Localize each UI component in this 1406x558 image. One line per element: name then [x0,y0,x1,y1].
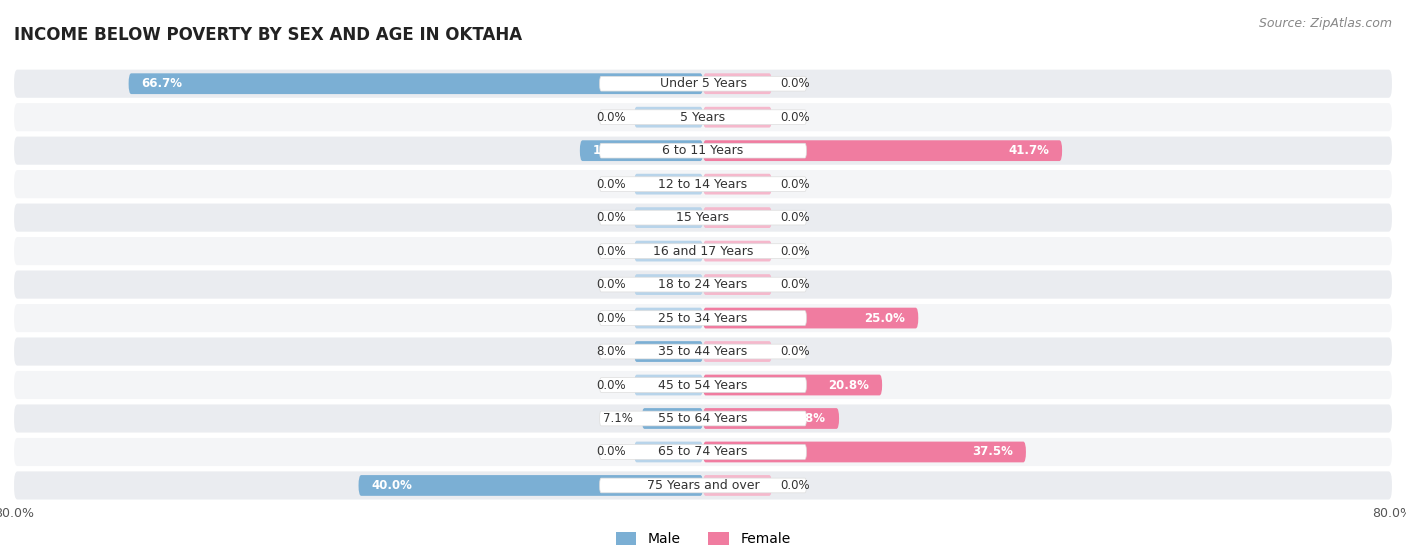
FancyBboxPatch shape [599,311,807,325]
Text: 25 to 34 Years: 25 to 34 Years [658,311,748,325]
FancyBboxPatch shape [14,304,1392,332]
FancyBboxPatch shape [703,174,772,195]
Text: 15 Years: 15 Years [676,211,730,224]
Text: 16 and 17 Years: 16 and 17 Years [652,244,754,258]
Text: 0.0%: 0.0% [780,244,810,258]
Text: 41.7%: 41.7% [1008,144,1049,157]
FancyBboxPatch shape [703,408,839,429]
FancyBboxPatch shape [599,277,807,292]
FancyBboxPatch shape [599,76,807,91]
FancyBboxPatch shape [703,475,772,496]
Text: 14.3%: 14.3% [593,144,634,157]
Text: Source: ZipAtlas.com: Source: ZipAtlas.com [1258,17,1392,30]
Text: 8.0%: 8.0% [596,345,626,358]
Text: 0.0%: 0.0% [596,244,626,258]
FancyBboxPatch shape [703,240,772,262]
FancyBboxPatch shape [634,240,703,262]
FancyBboxPatch shape [14,271,1392,299]
Text: 0.0%: 0.0% [596,445,626,459]
Text: 0.0%: 0.0% [780,77,810,90]
Text: 55 to 64 Years: 55 to 64 Years [658,412,748,425]
Text: 66.7%: 66.7% [142,77,183,90]
FancyBboxPatch shape [599,177,807,191]
FancyBboxPatch shape [14,237,1392,265]
FancyBboxPatch shape [599,244,807,258]
FancyBboxPatch shape [703,207,772,228]
Text: 65 to 74 Years: 65 to 74 Years [658,445,748,459]
FancyBboxPatch shape [14,472,1392,499]
FancyBboxPatch shape [703,341,772,362]
FancyBboxPatch shape [14,137,1392,165]
Text: 0.0%: 0.0% [596,311,626,325]
FancyBboxPatch shape [599,210,807,225]
FancyBboxPatch shape [634,341,703,362]
FancyBboxPatch shape [634,374,703,396]
FancyBboxPatch shape [14,371,1392,399]
FancyBboxPatch shape [599,445,807,459]
Text: 0.0%: 0.0% [596,177,626,191]
FancyBboxPatch shape [128,73,703,94]
FancyBboxPatch shape [14,70,1392,98]
Text: 20.8%: 20.8% [828,378,869,392]
Text: 0.0%: 0.0% [780,110,810,124]
FancyBboxPatch shape [599,411,807,426]
FancyBboxPatch shape [634,441,703,463]
FancyBboxPatch shape [579,140,703,161]
FancyBboxPatch shape [14,170,1392,198]
FancyBboxPatch shape [703,307,918,329]
Text: 15.8%: 15.8% [785,412,827,425]
FancyBboxPatch shape [634,174,703,195]
FancyBboxPatch shape [703,140,1062,161]
Text: 45 to 54 Years: 45 to 54 Years [658,378,748,392]
Text: 0.0%: 0.0% [596,278,626,291]
Text: 0.0%: 0.0% [596,110,626,124]
FancyBboxPatch shape [643,408,703,429]
FancyBboxPatch shape [634,274,703,295]
FancyBboxPatch shape [703,73,772,94]
Text: Under 5 Years: Under 5 Years [659,77,747,90]
Text: 35 to 44 Years: 35 to 44 Years [658,345,748,358]
FancyBboxPatch shape [599,378,807,392]
Text: 0.0%: 0.0% [780,479,810,492]
Text: 18 to 24 Years: 18 to 24 Years [658,278,748,291]
FancyBboxPatch shape [634,307,703,329]
Text: 75 Years and over: 75 Years and over [647,479,759,492]
Text: 0.0%: 0.0% [596,211,626,224]
Text: 0.0%: 0.0% [780,278,810,291]
Text: 0.0%: 0.0% [780,211,810,224]
FancyBboxPatch shape [703,274,772,295]
Text: 0.0%: 0.0% [780,345,810,358]
Text: 7.1%: 7.1% [603,412,633,425]
Text: 0.0%: 0.0% [596,378,626,392]
Text: 5 Years: 5 Years [681,110,725,124]
FancyBboxPatch shape [14,338,1392,365]
FancyBboxPatch shape [599,110,807,124]
FancyBboxPatch shape [14,438,1392,466]
Text: 40.0%: 40.0% [371,479,412,492]
Text: 37.5%: 37.5% [972,445,1012,459]
Text: INCOME BELOW POVERTY BY SEX AND AGE IN OKTAHA: INCOME BELOW POVERTY BY SEX AND AGE IN O… [14,26,522,44]
FancyBboxPatch shape [703,374,882,396]
Text: 12 to 14 Years: 12 to 14 Years [658,177,748,191]
FancyBboxPatch shape [634,207,703,228]
FancyBboxPatch shape [703,441,1026,463]
FancyBboxPatch shape [599,344,807,359]
Text: 0.0%: 0.0% [780,177,810,191]
FancyBboxPatch shape [703,107,772,128]
FancyBboxPatch shape [14,103,1392,131]
Text: 6 to 11 Years: 6 to 11 Years [662,144,744,157]
FancyBboxPatch shape [14,405,1392,432]
Text: 25.0%: 25.0% [865,311,905,325]
FancyBboxPatch shape [359,475,703,496]
FancyBboxPatch shape [14,204,1392,232]
Legend: Male, Female: Male, Female [610,527,796,552]
FancyBboxPatch shape [599,143,807,158]
FancyBboxPatch shape [599,478,807,493]
FancyBboxPatch shape [634,107,703,128]
